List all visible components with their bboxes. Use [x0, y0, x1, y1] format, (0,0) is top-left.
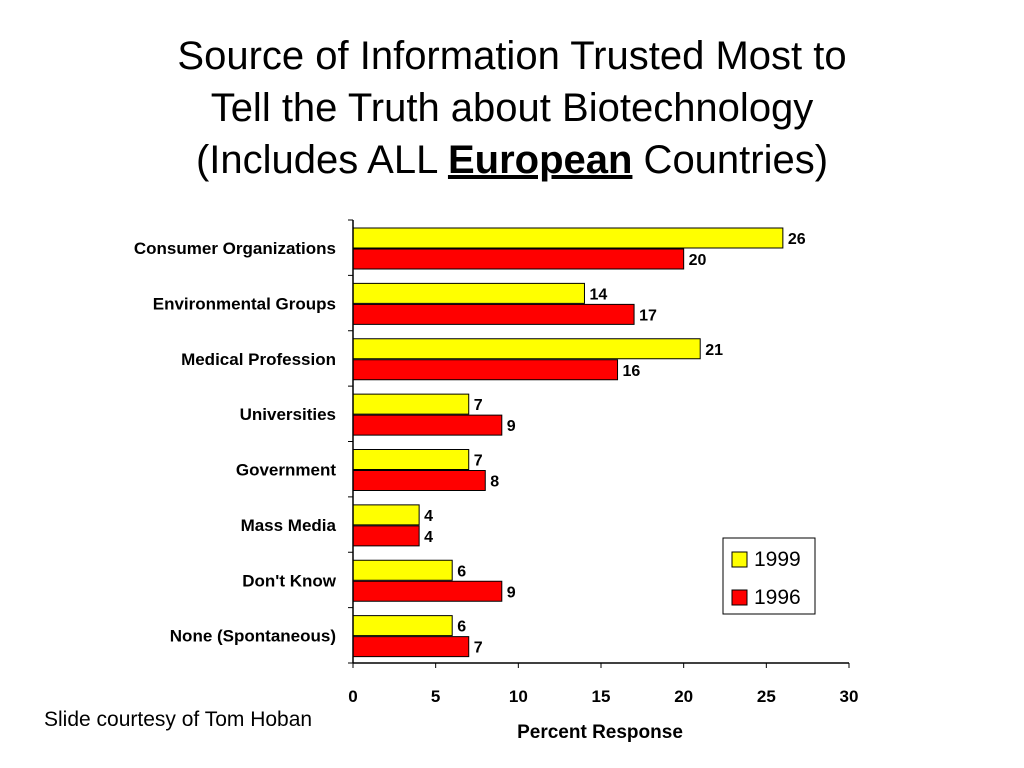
legend-swatch-1996	[731, 589, 748, 606]
data-label-1996-6: 4	[424, 529, 433, 546]
footer-credit: Slide courtesy of Tom Hoban	[44, 708, 313, 731]
bar-1999-7	[352, 559, 453, 581]
category-label-8: None (Spontaneous)	[170, 627, 336, 646]
data-label-1999-1: 26	[788, 231, 806, 248]
x-tick-label-6: 30	[840, 687, 859, 706]
bar-1996-5	[352, 470, 486, 491]
data-label-1996-1: 20	[689, 252, 707, 269]
legend-swatch-1999	[731, 551, 748, 568]
x-tick-label-2: 10	[509, 687, 528, 706]
x-tick-label-4: 20	[674, 687, 693, 706]
x-tick-label-3: 15	[592, 687, 611, 706]
category-label-4: Universities	[240, 405, 336, 424]
title-line-2: Tell the Truth about Biotechnology	[210, 86, 814, 130]
bar-1999-6	[352, 504, 420, 526]
bar-1999-1	[352, 227, 784, 249]
title-line-3-before: (Includes ALL	[195, 138, 448, 182]
bar-1996-2	[352, 303, 635, 325]
legend-label-1999: 1999	[754, 548, 801, 571]
x-tick-label-1: 5	[431, 687, 440, 706]
bar-1996-8	[352, 636, 470, 658]
data-label-1999-2: 14	[589, 286, 607, 303]
category-label-5: Government	[236, 461, 336, 480]
data-label-1996-2: 17	[639, 307, 657, 324]
data-label-1996-8: 7	[474, 640, 483, 657]
data-label-1999-5: 7	[474, 453, 483, 470]
legend-label-1996: 1996	[754, 586, 801, 609]
data-label-1996-3: 16	[623, 363, 641, 380]
data-label-1999-6: 4	[424, 508, 433, 525]
data-label-1996-5: 8	[490, 474, 499, 491]
category-label-3: Medical Profession	[181, 350, 336, 369]
bar-1996-1	[352, 248, 685, 270]
x-tick-label-0: 0	[348, 687, 357, 706]
bar-1999-5	[352, 449, 470, 470]
data-label-1996-7: 9	[507, 584, 516, 601]
bar-1999-3	[352, 338, 701, 360]
title-line-1: Source of Information Trusted Most to	[177, 34, 847, 78]
bar-1996-3	[352, 359, 619, 381]
x-axis-title: Percent Response	[517, 722, 683, 743]
data-label-1999-7: 6	[457, 563, 466, 580]
data-label-1999-4: 7	[474, 397, 483, 414]
category-label-1: Consumer Organizations	[134, 239, 336, 258]
category-label-2: Environmental Groups	[153, 294, 336, 313]
bar-1996-7	[352, 580, 503, 602]
bar-1996-6	[352, 525, 420, 547]
bar-1996-4	[352, 414, 503, 436]
title-line-3-after: Countries)	[632, 138, 829, 182]
data-label-1996-4: 9	[507, 418, 516, 435]
category-label-7: Don't Know	[242, 571, 337, 590]
slide-title: Source of Information Trusted Most to Te…	[0, 30, 1024, 186]
data-label-1999-3: 21	[705, 342, 723, 359]
bar-1999-2	[352, 282, 585, 304]
x-tick-label-5: 25	[757, 687, 776, 706]
category-label-6: Mass Media	[241, 516, 337, 535]
bar-1999-8	[352, 615, 453, 637]
title-line-3: (Includes ALL European Countries)	[0, 134, 1024, 186]
bar-1999-4	[352, 393, 470, 415]
data-label-1999-8: 6	[457, 619, 466, 636]
title-emphasis: European	[447, 138, 633, 182]
